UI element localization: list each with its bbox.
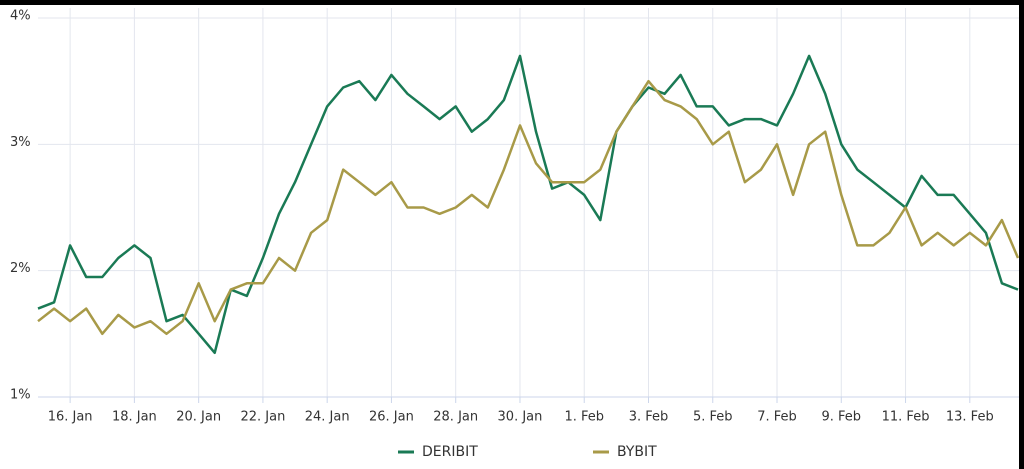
x-tick-label: 22. Jan: [240, 410, 285, 425]
x-tick-label: 24. Jan: [305, 410, 350, 425]
x-tick-label: 5. Feb: [693, 410, 733, 425]
frame-top: [0, 0, 1024, 5]
x-tick-label: 9. Feb: [821, 410, 861, 425]
x-tick-label: 13. Feb: [946, 410, 994, 425]
y-tick-label: 4%: [10, 9, 31, 24]
series-line: [37, 54, 1019, 355]
y-tick-label: 3%: [10, 135, 31, 150]
x-tick-label: 1. Feb: [564, 410, 604, 425]
x-tick-label: 20. Jan: [176, 410, 221, 425]
legend-label[interactable]: DERIBIT: [422, 444, 478, 460]
frame-right: [1019, 0, 1024, 469]
x-tick-label: 16. Jan: [48, 410, 93, 425]
legend-label[interactable]: BYBIT: [617, 444, 657, 460]
series-line: [37, 79, 1020, 336]
x-tick-label: 30. Jan: [498, 410, 543, 425]
x-tick-label: 28. Jan: [433, 410, 478, 425]
x-tick-label: 11. Feb: [882, 410, 930, 425]
x-tick-label: 18. Jan: [112, 410, 157, 425]
y-tick-label: 1%: [10, 388, 31, 403]
x-tick-label: 7. Feb: [757, 410, 797, 425]
x-tick-label: 3. Feb: [629, 410, 669, 425]
y-tick-label: 2%: [10, 261, 31, 276]
x-tick-label: 26. Jan: [369, 410, 414, 425]
